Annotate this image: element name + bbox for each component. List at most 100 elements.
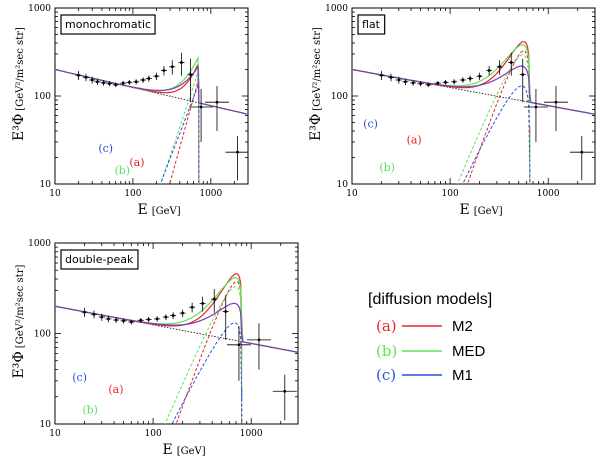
- data-point: [134, 80, 138, 83]
- panel-label: double-peak: [65, 253, 134, 266]
- data-point: [461, 78, 465, 82]
- x-axis-unit: [GeV]: [474, 206, 503, 217]
- y-axis-unit: [GeV²/m²sec str]: [15, 27, 26, 111]
- y-axis-label: E³Φ[GeV²/m²sec str]: [11, 265, 27, 379]
- data-point: [452, 80, 456, 83]
- data-point: [114, 318, 118, 322]
- data-point: [171, 65, 174, 68]
- panel-label-box: [357, 14, 386, 35]
- legend-letter-b: (b): [376, 342, 397, 360]
- y-tick-label: 1000: [325, 4, 348, 14]
- data-point: [468, 77, 472, 80]
- data-point: [380, 74, 383, 77]
- data-point: [77, 74, 80, 77]
- x-tick-label: 10: [346, 189, 358, 199]
- data-point: [84, 76, 88, 79]
- data-point: [108, 82, 111, 85]
- data-point: [534, 105, 538, 109]
- data-point: [498, 65, 501, 68]
- curve-label-b: (b): [114, 164, 130, 177]
- panel-label-box: [60, 249, 139, 270]
- data-point: [90, 78, 94, 82]
- data-point: [510, 61, 513, 64]
- y-axis-unit: [GeV²/m²sec str]: [15, 265, 26, 349]
- y-tick-label: 10: [337, 180, 349, 190]
- y-axis-label: E³Φ[GeV²/m²sec str]: [308, 27, 324, 141]
- y-tick-label: 100: [331, 92, 348, 102]
- data-point: [147, 318, 150, 321]
- sum-curve-med: [352, 44, 595, 115]
- data-point: [521, 73, 524, 76]
- data-point: [100, 315, 104, 319]
- x-axis-unit: [GeV]: [152, 206, 181, 217]
- data-point: [389, 76, 393, 79]
- x-axis-unit: [GeV]: [177, 446, 206, 457]
- panel-flat: 10 100 1000 10 100 1000 E [GeV] E³Φ[GeV²/m²sec s…: [308, 4, 596, 218]
- data-point: [141, 78, 145, 82]
- data-point: [404, 80, 407, 83]
- x-axis-label: E [GeV]: [163, 442, 206, 458]
- curve-label-c: (c): [72, 371, 87, 384]
- curve-label-a: (a): [407, 133, 422, 146]
- data-point: [397, 78, 401, 82]
- panel-label: flat: [362, 18, 381, 31]
- data-point: [199, 105, 203, 109]
- data-point: [114, 83, 117, 87]
- data-point: [181, 311, 184, 315]
- panel-label-box: [60, 14, 156, 35]
- data-point: [444, 81, 447, 84]
- data-point: [180, 61, 183, 64]
- plot-content: [55, 273, 298, 424]
- panel-double-peak: 10 100 1000 10 100 1000 E [GeV] E³Φ[GeV²/m²sec s…: [11, 239, 299, 458]
- data-point: [96, 80, 99, 83]
- legend-name-m2: M2: [452, 318, 473, 335]
- y-axis-label: E³Φ[GeV²/m²sec str]: [11, 27, 27, 141]
- signal-curve-med: [164, 286, 243, 424]
- data-point: [130, 320, 133, 324]
- data-point: [155, 317, 159, 321]
- data-point: [236, 150, 239, 154]
- data-point: [478, 74, 481, 78]
- data-point: [283, 390, 286, 393]
- data-point: [102, 81, 105, 85]
- data-point: [122, 319, 125, 323]
- sum-curve-m2: [352, 41, 595, 115]
- x-tick-label: 1000: [240, 429, 263, 439]
- data-point: [147, 77, 151, 80]
- curve-label-c: (c): [98, 142, 113, 155]
- data-point: [139, 319, 143, 322]
- signal-curve-med: [160, 70, 200, 184]
- panel-label: monochromatic: [65, 18, 151, 31]
- data-point: [224, 310, 227, 313]
- data-point: [237, 343, 241, 347]
- y-tick-label: 100: [34, 330, 51, 340]
- sum-curve-med: [55, 55, 248, 115]
- data-point: [213, 297, 216, 301]
- data-point: [189, 73, 192, 76]
- y-tick-label: 1000: [28, 239, 51, 249]
- sum-curve-med: [55, 277, 298, 353]
- curve-label-a: (a): [129, 156, 144, 169]
- background-line: [55, 305, 298, 353]
- legend-name-m1: M1: [452, 367, 473, 384]
- y-tick-label: 10: [40, 180, 52, 190]
- data-point: [83, 310, 86, 314]
- signal-curve-m2: [466, 50, 531, 184]
- data-point: [436, 81, 440, 85]
- x-tick-label: 1000: [537, 189, 560, 199]
- signal-curve-m2: [175, 281, 243, 424]
- x-tick-label: 10: [49, 189, 61, 199]
- x-tick-label: 10: [49, 429, 61, 439]
- curve-label-b: (b): [379, 161, 395, 174]
- x-tick-label: 100: [124, 189, 141, 199]
- panel-monochromatic: 10 100 1000 10 100 1000 E [GeV] E³Φ[GeV²/m²sec s…: [11, 4, 249, 218]
- x-tick-label: 1000: [199, 189, 222, 199]
- data-point: [164, 315, 168, 319]
- data-point: [257, 338, 261, 342]
- plot-content: [55, 52, 248, 184]
- x-tick-label: 100: [145, 429, 162, 439]
- data-point: [190, 306, 194, 309]
- y-tick-label: 1000: [28, 4, 51, 14]
- data-point: [92, 313, 96, 316]
- plot-frame: [351, 7, 596, 185]
